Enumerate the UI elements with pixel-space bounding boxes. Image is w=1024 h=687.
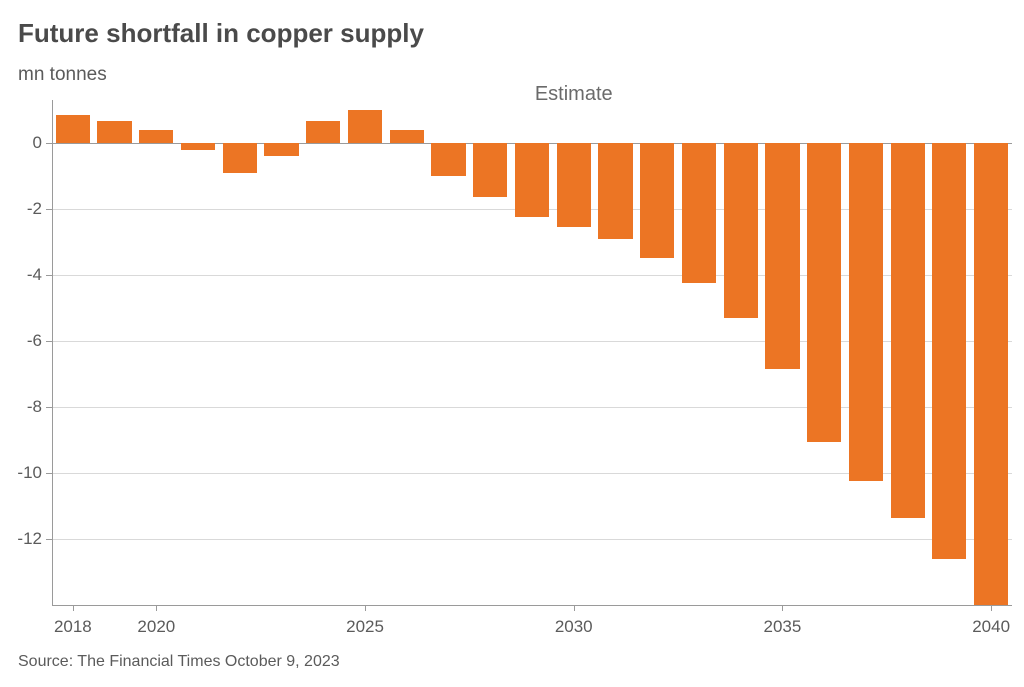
bar	[97, 121, 131, 142]
x-axis-line	[52, 605, 1012, 606]
y-tick-label: -10	[4, 463, 42, 483]
x-tick-label: 2020	[137, 617, 175, 637]
y-tick-mark	[46, 407, 52, 408]
bar	[724, 143, 758, 318]
y-tick-mark	[46, 275, 52, 276]
x-tick-mark	[156, 605, 157, 611]
source-text: Source: The Financial Times October 9, 2…	[18, 653, 340, 671]
y-tick-mark	[46, 341, 52, 342]
x-tick-mark	[991, 605, 992, 611]
bar	[515, 143, 549, 217]
x-tick-label: 2040	[972, 617, 1010, 637]
estimate-annotation: Estimate	[535, 83, 613, 106]
bar	[264, 143, 298, 156]
y-tick-label: -4	[4, 265, 42, 285]
plot-area: 0-2-4-6-8-10-12201820202025203020352040E…	[52, 100, 1012, 605]
gridline	[52, 539, 1012, 540]
y-tick-label: -6	[4, 331, 42, 351]
bar	[765, 143, 799, 369]
bar	[891, 143, 925, 518]
bar	[682, 143, 716, 283]
x-tick-label: 2030	[555, 617, 593, 637]
y-tick-label: -2	[4, 199, 42, 219]
x-tick-label: 2018	[54, 617, 92, 637]
y-tick-mark	[46, 143, 52, 144]
chart-title: Future shortfall in copper supply	[18, 18, 424, 49]
bar	[640, 143, 674, 259]
x-tick-mark	[73, 605, 74, 611]
y-tick-mark	[46, 209, 52, 210]
bar	[390, 130, 424, 143]
chart-subtitle: mn tonnes	[18, 64, 107, 86]
x-tick-label: 2035	[764, 617, 802, 637]
bar	[306, 121, 340, 142]
bar	[932, 143, 966, 559]
y-tick-label: 0	[4, 133, 42, 153]
y-tick-mark	[46, 539, 52, 540]
bar	[431, 143, 465, 176]
bar	[473, 143, 507, 197]
bar	[974, 143, 1008, 605]
x-tick-mark	[365, 605, 366, 611]
bar	[849, 143, 883, 481]
bar	[223, 143, 257, 173]
bar	[139, 130, 173, 143]
bar	[598, 143, 632, 239]
x-tick-mark	[782, 605, 783, 611]
bar	[348, 110, 382, 143]
bar	[56, 115, 90, 143]
chart-container: Future shortfall in copper supply mn ton…	[0, 0, 1024, 687]
bar	[557, 143, 591, 227]
y-tick-mark	[46, 473, 52, 474]
bar	[807, 143, 841, 442]
y-axis-line	[52, 100, 53, 605]
y-tick-label: -8	[4, 397, 42, 417]
bar	[181, 143, 215, 150]
x-tick-label: 2025	[346, 617, 384, 637]
x-tick-mark	[574, 605, 575, 611]
y-tick-label: -12	[4, 529, 42, 549]
